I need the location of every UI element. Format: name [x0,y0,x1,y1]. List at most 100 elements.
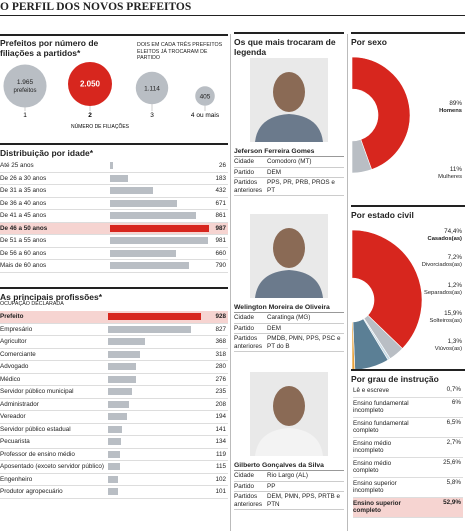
row-label: Prefeito [0,313,24,320]
bubble-value: 1.965 [17,79,34,86]
face [273,228,305,268]
row-value: 52,9% [443,498,461,506]
bar [108,350,140,358]
bar-row: Comerciante 318 [0,349,228,361]
field-row: Partidos anteriores PMDB, PMN, PPS, PSC e… [234,334,344,352]
bubble-value: 405 [200,94,211,101]
bar [110,199,178,207]
bar [110,174,129,182]
field-key: Cidade [234,472,254,479]
field-value: PPS, PR, PRB, PROS e PT [267,179,335,194]
divider [347,34,348,531]
field-row: Partidos anteriores PPS, PR, PRB, PROS e … [234,178,344,196]
row-value: 790 [215,262,226,269]
field-value: Comodoro (MT) [267,158,312,165]
field-key: Cidade [234,314,254,321]
row-value: 987 [215,224,226,232]
bar-row: De 36 a 40 anos 671 [0,198,228,210]
bar-row: Médico 276 [0,374,228,386]
bar [108,475,119,483]
row-label: De 56 a 60 anos [0,249,47,257]
row-label: De 36 a 40 anos [0,199,47,207]
field-row: Partido DEM [234,324,344,334]
section-title: Por grau de instrução [351,369,465,384]
slice-share: 15,9% [444,310,462,317]
field-value: PP [267,482,276,490]
row-label: De 41 a 45 anos [0,212,47,219]
edu-row: Ensino fundamental incompleto 6% [353,398,463,418]
bar [108,338,145,346]
bar-row: De 41 a 45 anos 861 [0,210,228,223]
face [273,386,305,426]
row-label: De 31 a 35 anos [0,187,47,194]
bar [108,488,119,496]
bar [108,375,136,383]
axis-label: NÚMERO DE FILIAÇÕES [71,123,130,130]
torso [255,428,323,456]
slice-name: Separados(as) [423,290,462,296]
field-value: Rio Largo (AL) [267,472,308,479]
row-value: 115 [215,463,226,470]
bar-row: Mais de 60 anos 790 [0,260,228,273]
bar [110,212,197,220]
section-title: Por estado civil [351,205,465,220]
row-value: 318 [215,350,226,358]
bar [110,224,209,232]
edu-row: Ensino superior completo 52,9% [353,497,463,518]
torso [255,114,323,142]
edu-list: Lê e escreve 0,7% Ensino fundamental incom… [353,385,463,518]
row-label: Pecuarista [0,438,30,445]
edu-row: Lê e escreve 0,7% [353,385,463,398]
person-name: Welington Moreira de Oliveira [234,303,344,313]
row-label: Aposentado (exceto servidor público) [0,463,104,470]
row-value: 134 [215,438,226,445]
edu-row: Ensino superior incompleto 5,8% [353,478,463,498]
field-key: Partidos anteriores [234,493,263,508]
bar-row: Empresário 827 [0,324,228,336]
section-subtitle: OCUPAÇÃO DECLARADA [0,301,64,307]
field-row: Partidos anteriores DEM, PMN, PPS, PRTB e… [234,492,344,510]
field-key: Partidos anteriores [234,335,263,350]
donut-slice [351,229,423,349]
slice-name: Viúvos(as) [434,346,462,352]
row-label: Vereador [0,413,26,420]
field-value: DEM, PMN, PPS, PRTB e PTN [267,493,341,508]
slice-share: 1,3% [447,338,462,345]
row-value: 194 [215,413,226,420]
row-value: 280 [215,363,226,370]
bar-list: Prefeito 928 Empresário 827 Agricultor 368 Com… [0,311,228,499]
field-key: Partido [234,482,254,490]
field-key: Partidos anteriores [234,179,263,194]
field-value: Caratinga (MG) [267,314,311,321]
row-label: Empresário [0,325,33,333]
row-value: 276 [215,375,226,383]
row-value: 119 [215,450,226,458]
row-value: 26 [218,162,226,169]
portrait [255,72,323,142]
field-key: Cidade [234,158,254,165]
row-value: 861 [215,212,226,219]
bubble [3,64,47,108]
bar-row: Até 25 anos 26 [0,160,228,173]
row-label: Lê e escreve [353,387,390,394]
bar-row: Aposentado (exceto servidor público) 115 [0,461,228,474]
torso [255,270,323,298]
row-value: 368 [215,338,226,345]
field-row: Partido PP [234,482,344,492]
bar [108,463,120,471]
row-label: Ensino fundamental completo [353,419,409,435]
slice-name: Homens [439,108,462,114]
category-label: 1 [23,112,27,119]
bubble-caption: prefeitos [13,88,36,94]
row-label: Ensino superior completo [353,499,401,515]
bar [108,388,132,396]
bar-row: Agricultor 368 [0,336,228,349]
bar [110,187,154,195]
row-value: 101 [215,488,226,495]
row-value: 827 [215,325,226,333]
row-value: 5,8% [446,478,461,486]
category-label: 3 [150,112,154,119]
field-key: Partido [234,324,254,332]
bar [110,162,113,170]
